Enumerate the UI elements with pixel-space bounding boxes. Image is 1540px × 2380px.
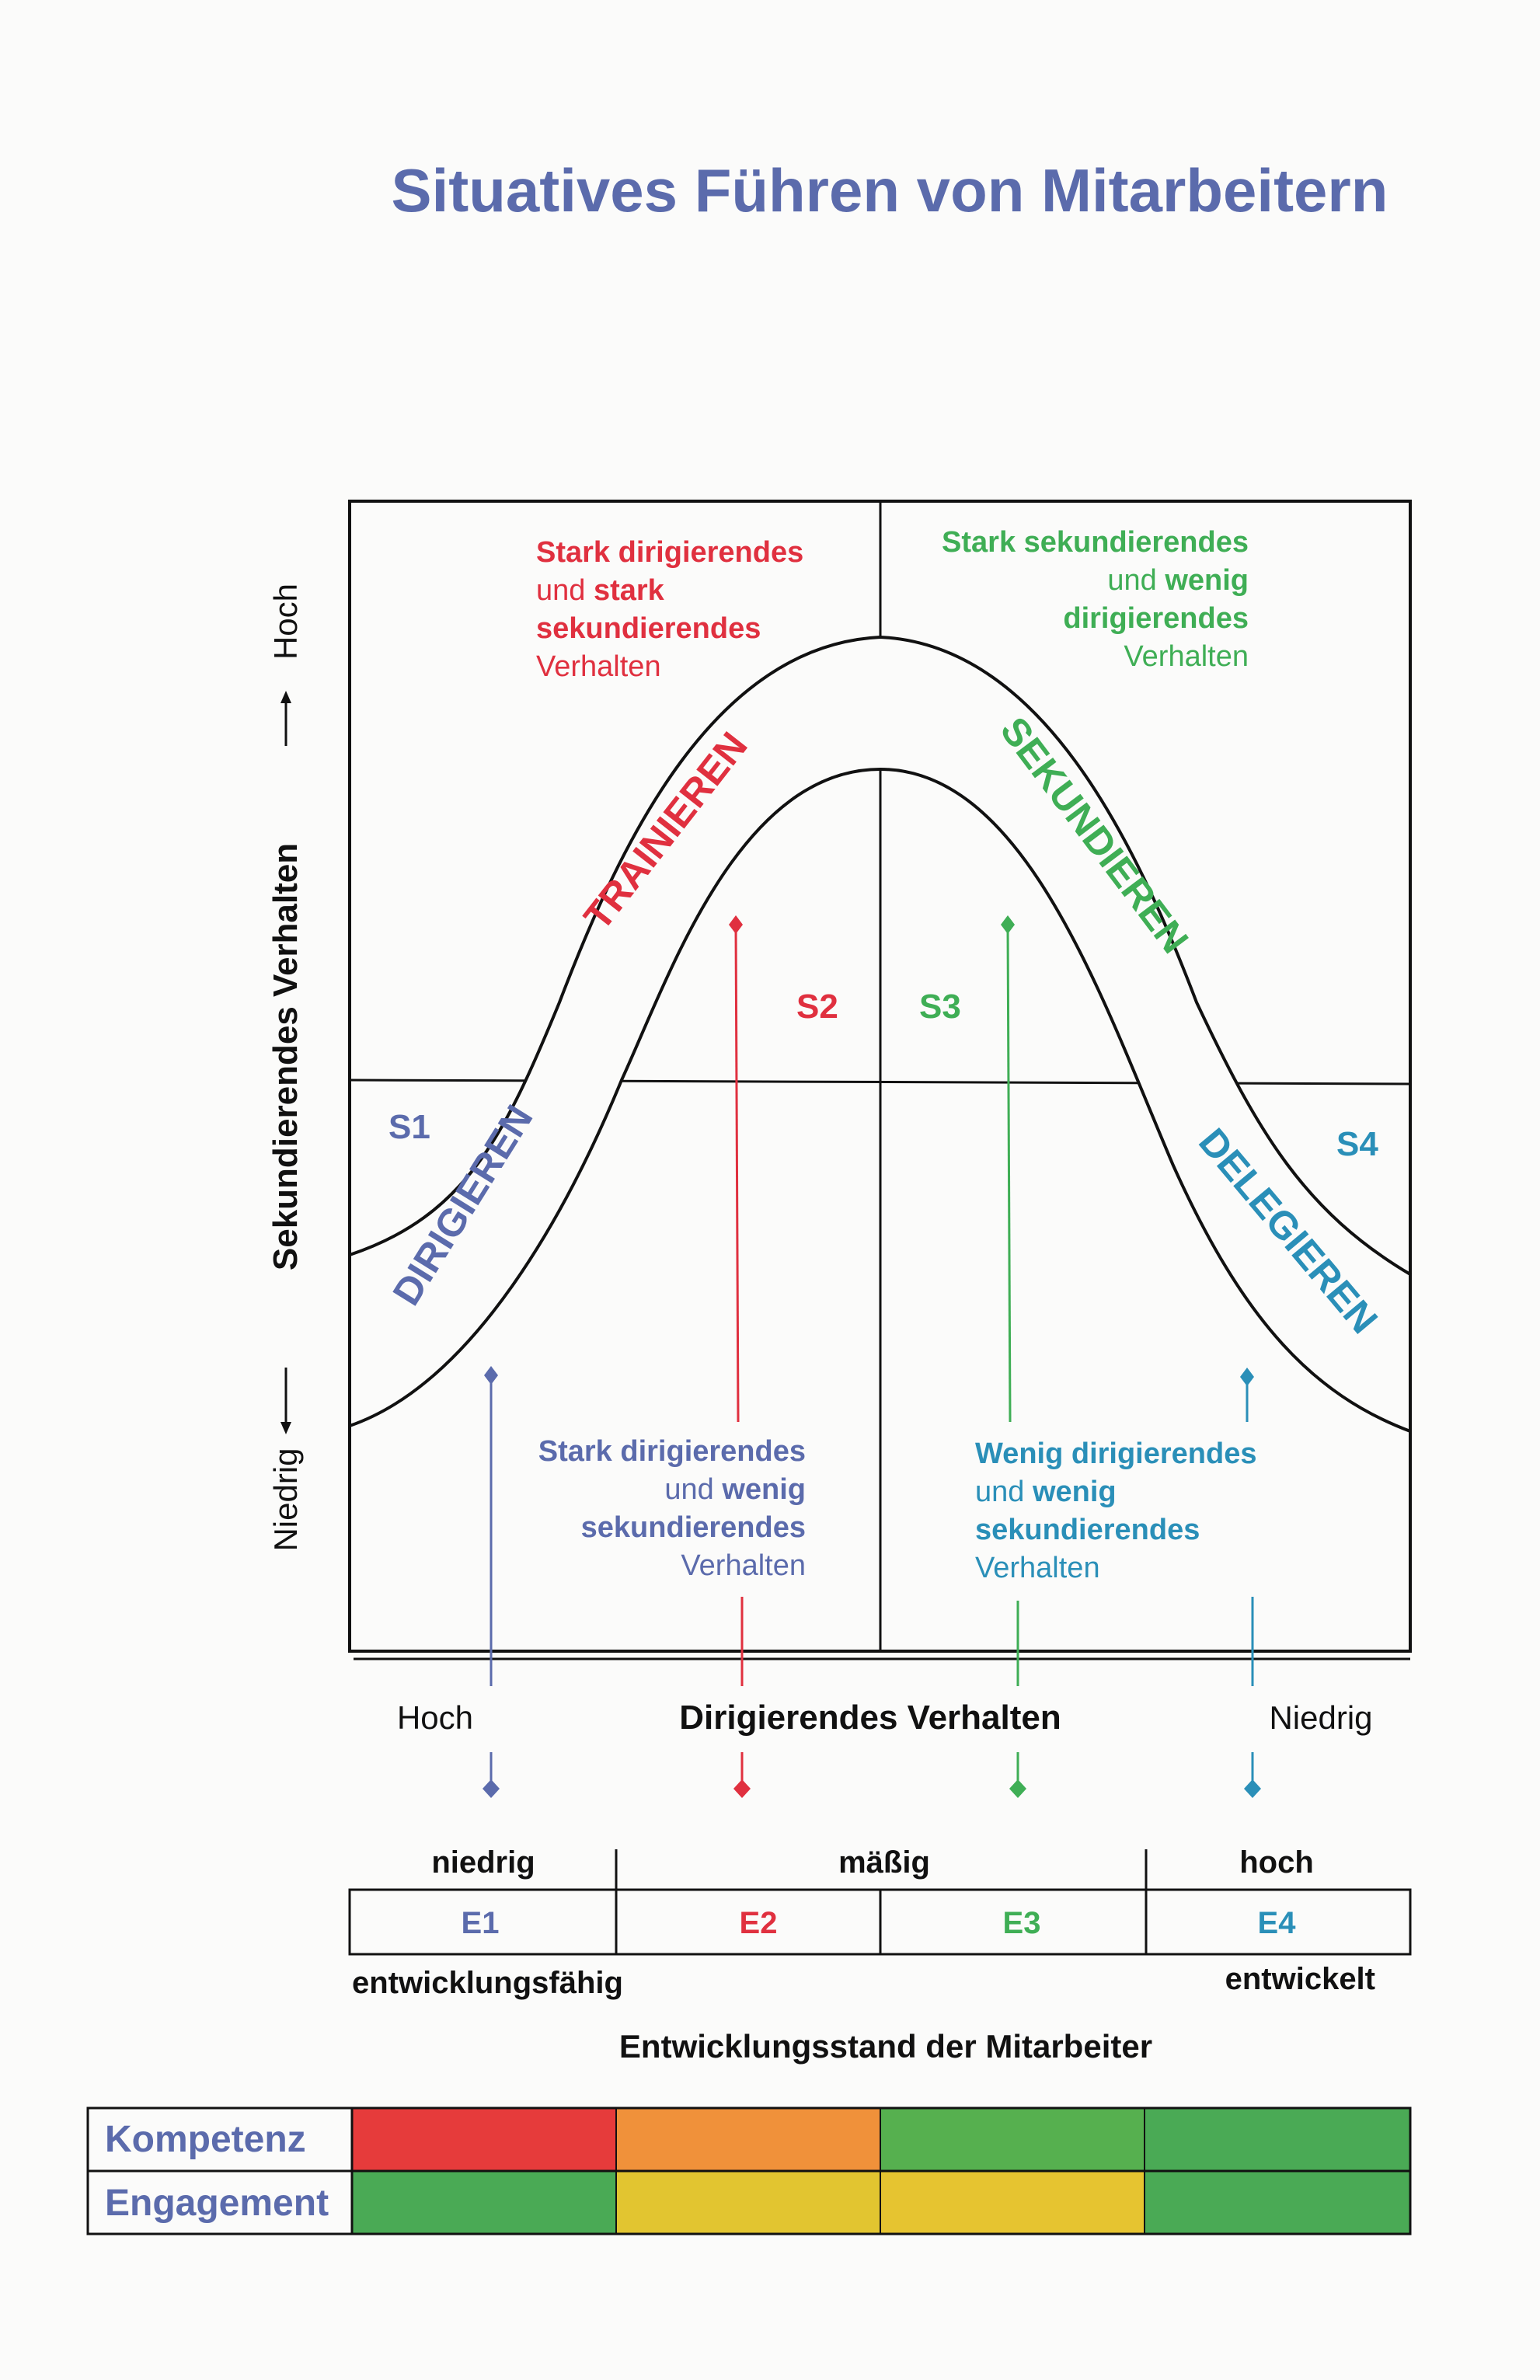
y-axis-label: Sekundierendes Verhalten [267, 843, 305, 1270]
connector-e4 [1240, 1368, 1261, 1798]
stage-e3: E3 [1003, 1906, 1041, 1940]
svg-text:Verhalten: Verhalten [1124, 640, 1249, 673]
svg-text:Stark sekundierendes: Stark sekundierendes [942, 526, 1249, 559]
development-caption: Entwicklungsstand der Mitarbeiter [619, 2028, 1152, 2065]
svg-text:Stark dirigierendes: Stark dirigierendes [536, 536, 803, 569]
svg-text:sekundierendes: sekundierendes [581, 1511, 806, 1544]
engagement-cell-2 [616, 2172, 880, 2234]
svg-text:dirigierendes: dirigierendes [1063, 602, 1249, 635]
s3-description: Stark sekundierendes und wenig dirigiere… [942, 526, 1249, 673]
legend-row-label-kompetenz: Kompetenz [105, 2119, 306, 2160]
legend-grid [86, 2106, 1412, 2235]
svg-text:und wenig: und wenig [975, 1476, 1117, 1508]
label-entwickelt: entwickelt [1225, 1962, 1375, 1996]
stage-e1: E1 [462, 1906, 500, 1940]
engagement-cell-3 [880, 2172, 1145, 2234]
y-axis-high-arrow [280, 691, 291, 746]
curve-band [348, 635, 1412, 1434]
kompetenz-cell-2 [616, 2108, 880, 2171]
svg-text:und wenig: und wenig [664, 1473, 806, 1506]
y-axis-low-label: Niedrig [267, 1448, 304, 1551]
s1-description: Stark dirigierendes und wenig sekundiere… [538, 1435, 806, 1582]
connector-e3 [1001, 915, 1026, 1798]
page-title: Situatives Führen von Mitarbeitern [391, 156, 1388, 225]
x-axis-right-label: Niedrig [1269, 1699, 1372, 1736]
svg-text:sekundierendes: sekundierendes [536, 612, 761, 645]
engagement-cell-4 [1145, 2172, 1410, 2234]
x-axis-label: Dirigierendes Verhalten [679, 1699, 1061, 1737]
kompetenz-cell-1 [352, 2108, 616, 2171]
kompetenz-cell-3 [880, 2108, 1145, 2171]
s2-label: S2 [796, 988, 838, 1026]
s4-label: S4 [1336, 1125, 1378, 1163]
level-niedrig: niedrig [431, 1845, 535, 1880]
svg-text:und wenig: und wenig [1107, 564, 1249, 597]
level-maessig: mäßig [838, 1845, 930, 1880]
svg-text:und stark: und stark [536, 574, 665, 607]
connector-e1 [483, 1366, 500, 1798]
stage-e4: E4 [1258, 1906, 1297, 1940]
svg-text:Verhalten: Verhalten [975, 1552, 1100, 1584]
s4-description: Wenig dirigierendes und wenig sekundiere… [975, 1437, 1256, 1584]
engagement-cell-1 [352, 2172, 616, 2234]
y-axis-low-arrow [280, 1368, 291, 1434]
svg-text:Verhalten: Verhalten [681, 1549, 806, 1582]
svg-text:Wenig dirigierendes: Wenig dirigierendes [975, 1437, 1256, 1470]
x-axis-left-label: Hoch [397, 1699, 473, 1736]
level-hoch: hoch [1239, 1845, 1314, 1880]
svg-text:Verhalten: Verhalten [536, 650, 661, 683]
stage-e2: E2 [740, 1906, 778, 1940]
s3-label: S3 [919, 988, 961, 1026]
label-entwicklungsfaehig: entwicklungsfähig [352, 1966, 623, 2000]
legend-row-label-engagement: Engagement [105, 2182, 329, 2224]
svg-text:sekundierendes: sekundierendes [975, 1514, 1200, 1546]
svg-text:Stark dirigierendes: Stark dirigierendes [538, 1435, 806, 1468]
kompetenz-cell-4 [1145, 2108, 1410, 2171]
connector-e2 [729, 915, 751, 1798]
y-axis-high-label: Hoch [267, 584, 304, 660]
s2-description: Stark dirigierendes und stark sekundiere… [536, 536, 803, 683]
s1-label: S1 [388, 1108, 430, 1146]
